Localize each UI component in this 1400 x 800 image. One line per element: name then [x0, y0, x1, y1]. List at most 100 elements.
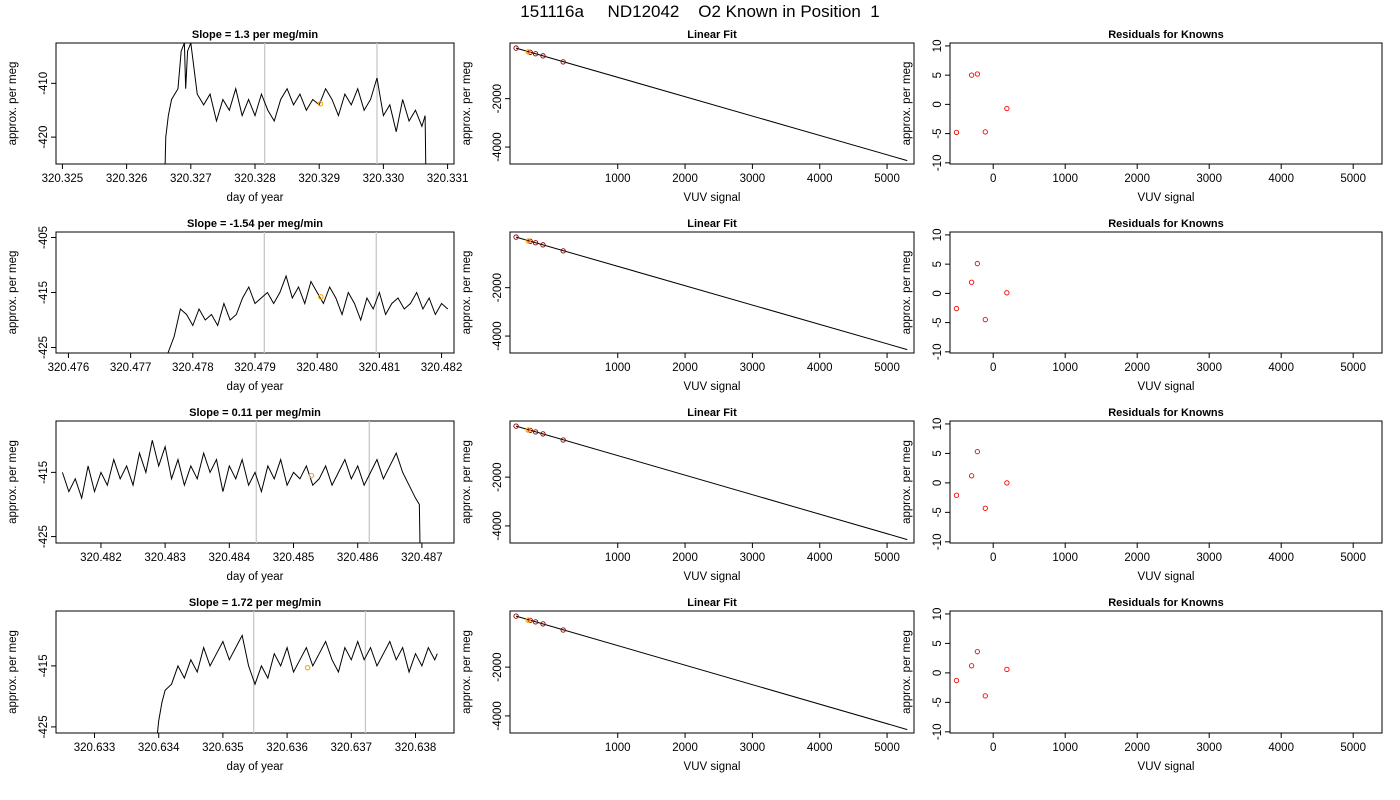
x-tick-label: 5000 [874, 552, 900, 564]
x-tick-label: 3000 [1196, 362, 1222, 374]
x-tick-label: 3000 [740, 362, 766, 374]
x-tick-label: 0 [990, 173, 996, 185]
plot-frame [509, 420, 915, 544]
x-axis-label: VUV signal [684, 571, 741, 583]
panel-11: Residuals for Knowns 0 1000 2000 3000 4000 500… [901, 597, 1383, 773]
plot-frame [55, 42, 455, 165]
data-point [540, 621, 546, 627]
y-tick-label: -415 [38, 281, 50, 304]
y-axis-label: approx. per meg [461, 62, 473, 146]
x-tick-label: 5000 [874, 742, 900, 754]
fit-line [515, 425, 908, 541]
y-tick-label: -415 [38, 461, 50, 484]
series-line [61, 440, 421, 543]
fit-line [515, 615, 908, 731]
highlight-point [318, 294, 324, 300]
data-point [540, 431, 546, 437]
x-tick-label: 320.486 [337, 552, 379, 564]
data-point [974, 71, 981, 77]
plot-area [953, 260, 1010, 323]
panel-title: Residuals for Knowns [1108, 218, 1224, 230]
x-tick-label: 4000 [807, 742, 833, 754]
y-tick-label: 5 [932, 261, 944, 267]
fit-line [515, 236, 908, 351]
y-tick-label: -5 [932, 697, 944, 707]
data-point [1004, 290, 1010, 296]
x-tick-label: 5000 [874, 173, 900, 185]
x-tick-label: 320.634 [138, 742, 180, 754]
y-tick-label: -2000 [492, 462, 504, 491]
x-axis-label: VUV signal [684, 192, 741, 204]
y-axis-label: approx. per meg [7, 440, 19, 524]
x-tick-label: 2000 [1124, 362, 1150, 374]
panel-0: Slope = 1.3 per meg/min 320.325 320.326 320… [7, 29, 468, 204]
data-point [513, 234, 519, 240]
plot-frame [509, 231, 915, 354]
x-tick-label: 1000 [605, 552, 631, 564]
plot-frame [949, 610, 1383, 734]
data-point [953, 305, 960, 312]
x-tick-label: 320.329 [298, 173, 340, 185]
panel-8: Linear Fit 1000 2000 3000 4000 5000 -2000 -4000… [461, 407, 915, 583]
panel-title: Slope = 0.11 per meg/min [189, 407, 321, 419]
y-tick-label: -2000 [492, 84, 504, 113]
x-tick-label: 2000 [1124, 552, 1150, 564]
y-tick-label: -425 [38, 525, 50, 548]
y-tick-label: 10 [932, 608, 944, 621]
x-tick-label: 320.479 [234, 362, 276, 374]
x-axis-label: VUV signal [684, 381, 741, 393]
y-axis-label: approx. per meg [7, 630, 19, 714]
x-tick-label: 320.326 [106, 173, 148, 185]
x-tick-label: 1000 [1052, 173, 1078, 185]
series-line [156, 633, 438, 733]
x-tick-label: 0 [990, 742, 996, 754]
plot-area [61, 421, 421, 543]
y-axis-label: approx. per meg [901, 62, 913, 146]
data-point [968, 279, 975, 285]
x-tick-label: 320.476 [48, 362, 90, 374]
data-point [532, 51, 539, 57]
data-point [532, 240, 539, 246]
y-axis-label: approx. per meg [7, 62, 19, 146]
x-tick-label: 5000 [1340, 173, 1366, 185]
y-tick-label: 10 [932, 40, 944, 53]
x-tick-label: 5000 [1340, 362, 1366, 374]
y-axis-label: approx. per meg [461, 251, 473, 335]
y-tick-label: -410 [38, 72, 50, 95]
x-tick-label: 1000 [1052, 552, 1078, 564]
data-point [982, 505, 988, 511]
panel-title: Residuals for Knowns [1108, 29, 1224, 41]
highlight-point [525, 49, 531, 55]
y-axis-label: approx. per meg [7, 251, 19, 335]
y-tick-label: -10 [932, 534, 944, 551]
series-line [167, 274, 449, 353]
y-tick-label: -4000 [492, 132, 504, 161]
x-tick-label: 320.483 [144, 552, 186, 564]
panel-3: Slope = 1.72 per meg/min 320.633 320.634 32… [7, 597, 455, 773]
panel-title: Linear Fit [687, 407, 737, 419]
data-point [974, 448, 981, 455]
y-tick-label: -10 [932, 155, 944, 172]
y-tick-label: -4000 [492, 321, 504, 350]
data-point [527, 617, 533, 624]
plot-frame [55, 420, 455, 544]
panel-title: Linear Fit [687, 218, 737, 230]
panel-10: Linear Fit 1000 2000 3000 4000 5000 -2000 -4000… [461, 597, 915, 773]
data-point [974, 649, 981, 655]
highlight-point [525, 238, 531, 244]
plot-frame [509, 610, 915, 734]
x-tick-label: 3000 [1196, 552, 1222, 564]
x-tick-label: 2000 [1124, 742, 1150, 754]
y-tick-label: -420 [38, 126, 50, 149]
x-tick-label: 5000 [1340, 742, 1366, 754]
panel-4: Linear Fit 1000 2000 3000 4000 5000 -2000 -4000… [461, 29, 915, 204]
panel-title: Linear Fit [687, 29, 737, 41]
data-point [982, 317, 988, 323]
y-tick-label: 10 [932, 418, 944, 431]
panel-9: Residuals for Knowns 0 1000 2000 3000 4000 500… [901, 407, 1383, 583]
plot-area [953, 649, 1010, 699]
x-tick-label: 4000 [807, 552, 833, 564]
panel-5: Residuals for Knowns 0 1000 2000 3000 4000 500… [901, 29, 1383, 204]
x-tick-label: 320.485 [273, 552, 315, 564]
data-point [513, 45, 519, 51]
